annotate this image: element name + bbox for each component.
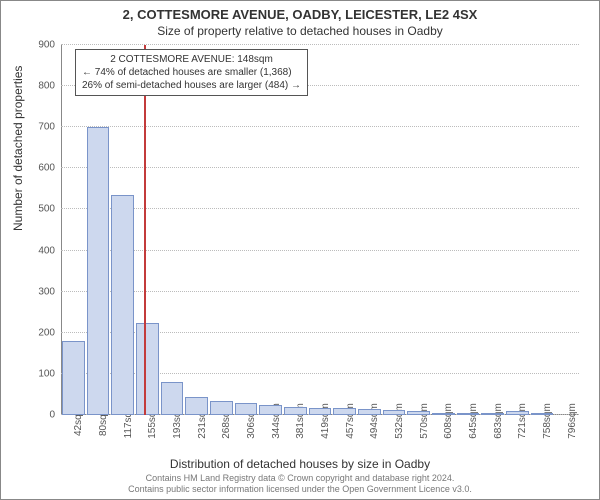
histogram-bar xyxy=(136,323,159,416)
x-tick-label: 532sqm xyxy=(394,403,405,439)
chart-container: 2, COTTESMORE AVENUE, OADBY, LEICESTER, … xyxy=(0,0,600,500)
footer-line-1: Contains HM Land Registry data © Crown c… xyxy=(146,473,455,483)
histogram-bar xyxy=(531,413,554,415)
reference-line xyxy=(144,45,146,415)
grid-line xyxy=(61,291,579,292)
histogram-bar xyxy=(407,411,430,415)
y-tick-label: 300 xyxy=(15,286,55,297)
histogram-bar xyxy=(284,407,307,415)
grid-line xyxy=(61,44,579,45)
histogram-bar xyxy=(161,382,184,415)
y-tick-label: 400 xyxy=(15,245,55,256)
histogram-bar xyxy=(358,409,381,415)
y-tick-label: 800 xyxy=(15,81,55,92)
histogram-bar xyxy=(62,341,85,415)
histogram-bar xyxy=(259,405,282,415)
annotation-line: 26% of semi-detached houses are larger (… xyxy=(82,79,301,92)
annotation-line: ← 74% of detached houses are smaller (1,… xyxy=(82,66,301,79)
footer-line-2: Contains public sector information licen… xyxy=(128,484,472,494)
histogram-bar xyxy=(432,413,455,415)
x-tick-label: 608sqm xyxy=(443,403,454,439)
y-tick-label: 0 xyxy=(15,410,55,421)
x-axis-label: Distribution of detached houses by size … xyxy=(1,457,599,471)
chart-subtitle: Size of property relative to detached ho… xyxy=(1,24,599,38)
x-tick-label: 758sqm xyxy=(542,403,553,439)
y-tick-label: 500 xyxy=(15,204,55,215)
histogram-bar xyxy=(333,408,356,415)
chart-title: 2, COTTESMORE AVENUE, OADBY, LEICESTER, … xyxy=(1,7,599,22)
histogram-bar xyxy=(506,411,529,415)
x-tick-label: 645sqm xyxy=(468,403,479,439)
x-tick-label: 796sqm xyxy=(567,403,578,439)
grid-line xyxy=(61,126,579,127)
histogram-bar xyxy=(383,410,406,415)
x-tick-label: 683sqm xyxy=(493,403,504,439)
annotation-box: 2 COTTESMORE AVENUE: 148sqm← 74% of deta… xyxy=(75,49,308,96)
histogram-bar xyxy=(185,397,208,416)
x-tick-label: 721sqm xyxy=(517,403,528,439)
histogram-bar xyxy=(481,413,504,415)
y-tick-label: 200 xyxy=(15,327,55,338)
plot-area: 010020030040050060070080090042sqm80sqm11… xyxy=(61,45,579,415)
histogram-bar xyxy=(235,403,258,415)
histogram-bar xyxy=(111,195,134,415)
y-tick-label: 900 xyxy=(15,40,55,51)
y-tick-label: 100 xyxy=(15,368,55,379)
annotation-line: 2 COTTESMORE AVENUE: 148sqm xyxy=(82,53,301,66)
histogram-bar xyxy=(210,401,233,415)
grid-line xyxy=(61,208,579,209)
histogram-bar xyxy=(309,408,332,415)
grid-line xyxy=(61,250,579,251)
y-tick-label: 600 xyxy=(15,163,55,174)
y-tick-label: 700 xyxy=(15,122,55,133)
grid-line xyxy=(61,167,579,168)
footer-text: Contains HM Land Registry data © Crown c… xyxy=(1,473,599,495)
histogram-bar xyxy=(87,127,110,415)
histogram-bar xyxy=(457,413,480,415)
x-tick-label: 570sqm xyxy=(419,403,430,439)
